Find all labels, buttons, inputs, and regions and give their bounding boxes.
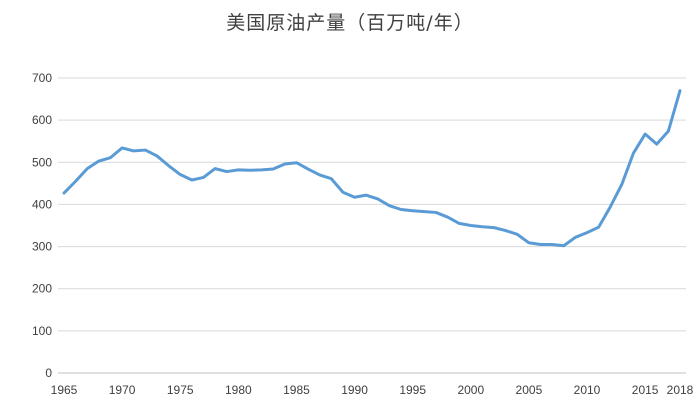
- x-tick-label-1990: 1990: [341, 383, 368, 397]
- data-point-1977: [202, 176, 205, 179]
- data-point-1999: [458, 222, 461, 225]
- data-point-2018: [679, 89, 682, 92]
- y-tick-label-100: 100: [32, 324, 52, 338]
- x-tick-label-2015: 2015: [632, 383, 659, 397]
- y-tick-label-500: 500: [32, 155, 52, 169]
- x-tick-label-1985: 1985: [283, 383, 310, 397]
- data-point-2008: [562, 244, 565, 247]
- data-point-1997: [434, 211, 437, 214]
- data-point-1993: [388, 204, 391, 207]
- data-point-1974: [167, 164, 170, 167]
- data-point-1968: [97, 160, 100, 163]
- data-point-1970: [121, 146, 124, 149]
- chart-title: 美国原油产量（百万吨/年）: [226, 12, 474, 34]
- data-point-1990: [353, 196, 356, 199]
- data-point-2014: [632, 152, 635, 155]
- data-point-1986: [307, 168, 310, 171]
- data-point-1972: [144, 149, 147, 152]
- data-point-1981: [248, 169, 251, 172]
- data-point-2016: [655, 143, 658, 146]
- data-point-1992: [376, 197, 379, 200]
- data-point-1984: [283, 162, 286, 165]
- data-point-2012: [609, 205, 612, 208]
- data-point-2007: [551, 243, 554, 246]
- data-point-2010: [586, 231, 589, 234]
- data-point-1982: [260, 168, 263, 171]
- data-point-2017: [667, 130, 670, 133]
- x-tick-label-1995: 1995: [399, 383, 426, 397]
- x-tick-label-2018: 2018: [667, 383, 694, 397]
- y-tick-label-400: 400: [32, 197, 52, 211]
- data-point-1979: [225, 170, 228, 173]
- data-point-2011: [597, 226, 600, 229]
- data-point-1966: [74, 180, 77, 183]
- y-tick-label-600: 600: [32, 113, 52, 127]
- data-point-2015: [644, 133, 647, 136]
- data-point-1996: [423, 210, 426, 213]
- y-tick-label-0: 0: [45, 366, 52, 380]
- data-point-1975: [179, 173, 182, 176]
- y-tick-label-200: 200: [32, 282, 52, 296]
- data-point-2005: [527, 241, 530, 244]
- data-point-1965: [63, 192, 66, 195]
- series-line-0: [62, 89, 682, 248]
- x-tick-label-2010: 2010: [574, 383, 601, 397]
- data-point-1985: [295, 161, 298, 164]
- data-point-1978: [214, 167, 217, 170]
- x-tick-label-1970: 1970: [109, 383, 136, 397]
- data-point-1988: [330, 177, 333, 180]
- data-point-1991: [365, 194, 368, 197]
- data-point-1976: [190, 178, 193, 181]
- data-point-1973: [155, 154, 158, 157]
- data-point-2006: [539, 243, 542, 246]
- data-point-2002: [493, 226, 496, 229]
- x-tick-label-1965: 1965: [51, 383, 78, 397]
- data-point-1994: [400, 208, 403, 211]
- data-point-2003: [504, 229, 507, 232]
- data-point-1980: [237, 168, 240, 171]
- data-point-1995: [411, 209, 414, 212]
- x-tick-label-2005: 2005: [516, 383, 543, 397]
- data-point-2004: [516, 233, 519, 236]
- data-point-1971: [132, 149, 135, 152]
- data-point-1969: [109, 156, 112, 159]
- data-point-2009: [574, 236, 577, 239]
- x-tick-label-1980: 1980: [225, 383, 252, 397]
- data-point-1998: [446, 216, 449, 219]
- data-point-1989: [341, 191, 344, 194]
- data-point-2001: [481, 225, 484, 228]
- y-tick-label-300: 300: [32, 240, 52, 254]
- data-point-2000: [469, 224, 472, 227]
- data-point-1967: [86, 167, 89, 170]
- x-tick-label-1975: 1975: [167, 383, 194, 397]
- y-tick-label-700: 700: [32, 71, 52, 85]
- x-tick-label-2000: 2000: [457, 383, 484, 397]
- data-point-1983: [272, 168, 275, 171]
- data-point-2013: [620, 183, 623, 186]
- data-point-1987: [318, 173, 321, 176]
